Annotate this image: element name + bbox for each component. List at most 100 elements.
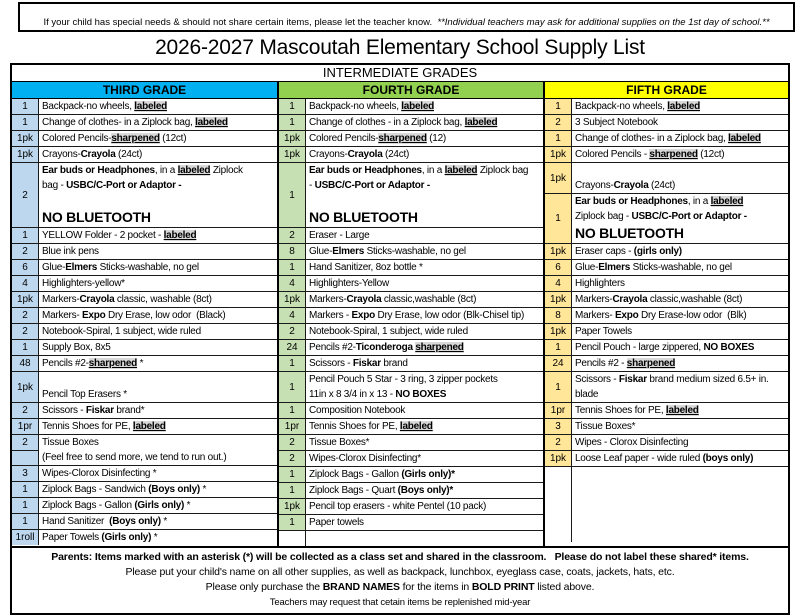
- description-line: [575, 497, 785, 512]
- supply-row: 1pk Loose Leaf paper - wide ruled (boys o…: [545, 450, 788, 466]
- quantity-cell: 4: [545, 275, 572, 291]
- supply-row: 8 Markers- Expo Dry Erase-low odor (Blk): [545, 307, 788, 323]
- description-line: [575, 467, 785, 482]
- description-line: NO BLUETOOTH: [42, 209, 151, 225]
- quantity-cell: 1: [545, 130, 572, 146]
- description-line: Markers- Expo Dry Erase-low odor (Blk): [575, 310, 747, 321]
- description-line: Markers - Expo Dry Erase, low odor (Blk-…: [309, 310, 525, 321]
- grade-header-third-grade: THIRD GRADE: [12, 82, 277, 98]
- grade-column-fourth-grade: 1 Backpack-no wheels, labeled 1 Change of c…: [277, 99, 543, 546]
- item-description: Backpack-no wheels, labeled: [572, 99, 788, 114]
- item-description: Blue ink pens: [39, 243, 277, 259]
- supply-row: 2 Tissue Boxes*: [279, 434, 543, 450]
- quantity-cell: 1pk: [12, 146, 39, 162]
- item-description: Highlighters-Yellow: [306, 275, 543, 291]
- item-description: Crayons-Crayola (24ct): [306, 146, 543, 162]
- quantity-cell: 1: [12, 227, 39, 243]
- grade-header-fifth-grade: FIFTH GRADE: [543, 82, 788, 98]
- quantity-cell: 2: [12, 434, 39, 450]
- supply-row: 1 Ear buds or Headphones, in a labeled Zi…: [279, 162, 543, 227]
- supply-row: 1 Pencil Pouch - large zippered, NO BOXES: [545, 339, 788, 355]
- description-line: (Feel free to send more, we tend to run …: [42, 452, 227, 463]
- supply-row: 1pk Crayons-Crayola (24ct): [279, 146, 543, 162]
- description-line: Ear buds or Headphones, in a labeled Zip…: [309, 165, 529, 176]
- item-description: Ziplock Bags - Gallon (Girls only)*: [306, 466, 543, 482]
- description-line: [309, 531, 540, 546]
- supply-row: 1pk Paper Towels: [545, 323, 788, 339]
- item-description: (Feel free to send more, we tend to run …: [39, 450, 277, 465]
- quantity-cell: 4: [279, 307, 306, 323]
- description-line: Ziplock Bags - Sandwich (Boys only) *: [42, 484, 207, 495]
- item-description: Crayons-Crayola (24ct): [39, 146, 277, 162]
- description-line: [575, 163, 785, 178]
- description-line: Pencil Pouch - large zippered, NO BOXES: [575, 342, 755, 353]
- supply-row: 1 Ziplock Bags - Sandwich (Boys only) *: [12, 481, 277, 497]
- description-line: Notebook-Spiral, 1 subject, wide ruled: [309, 326, 468, 337]
- item-description: Pencil Top Erasers *: [39, 371, 277, 402]
- quantity-cell: 1pk: [279, 498, 306, 514]
- quantity-cell: 2: [12, 243, 39, 259]
- description-line: Scissors - Fiskar brand medium sized 6.5…: [575, 374, 769, 385]
- notice-text: If your child has special needs & should…: [43, 17, 770, 28]
- supply-row: 2 Notebook-Spiral, 1 subject, wide ruled: [279, 323, 543, 339]
- description-line: YELLOW Folder - 2 pocket - labeled: [42, 230, 197, 241]
- supply-row: 1pk Crayons-Crayola (24ct): [545, 162, 788, 193]
- supply-row: 1 Backpack-no wheels, labeled: [279, 99, 543, 114]
- item-description: Composition Notebook: [306, 402, 543, 418]
- item-description: Paper towels: [306, 514, 543, 530]
- item-description: Pencil top erasers - white Pentel (10 pa…: [306, 498, 543, 514]
- description-line: Eraser - Large: [309, 230, 370, 241]
- supply-row: 1 Ear buds or Headphones, in a labeled Zip…: [545, 193, 788, 243]
- item-description: Wipes - Clorox Disinfecting: [572, 434, 788, 450]
- grade-column-fifth-grade: 1 Backpack-no wheels, labeled 2 3 Subject N…: [543, 99, 788, 546]
- quantity-cell: 3: [545, 418, 572, 434]
- supply-row: 1roll Paper Towels (Girls only) *: [12, 529, 277, 545]
- item-description: Glue-Elmers Sticks-washable, no gel: [306, 243, 543, 259]
- item-description: Highlighters-yellow*: [39, 275, 277, 291]
- quantity-cell: 1: [279, 114, 306, 130]
- description-line: Notebook-Spiral, 1 subject, wide ruled: [42, 326, 201, 337]
- supply-row: 1pk Colored Pencils-sharpened (12): [279, 130, 543, 146]
- quantity-cell: 8: [279, 243, 306, 259]
- supply-row: 1pk Colored Pencils-sharpened (12ct): [12, 130, 277, 146]
- description-line: Backpack-no wheels, labeled: [309, 101, 434, 112]
- item-description: Ziplock Bags - Quart (Boys only)*: [306, 482, 543, 498]
- supply-row: 48 Pencils #2-sharpened *: [12, 355, 277, 371]
- description-line: Pencils #2 - sharpened: [575, 358, 676, 369]
- quantity-cell: 1pr: [279, 418, 306, 434]
- quantity-cell: 1: [12, 497, 39, 513]
- quantity-cell: 1pk: [12, 371, 39, 402]
- description-line: [575, 512, 785, 527]
- item-description: Glue-Elmers Sticks-washable, no gel: [572, 259, 788, 275]
- item-description: Markers- Expo Dry Erase-low odor (Blk): [572, 307, 788, 323]
- quantity-cell: 2: [12, 162, 39, 227]
- supply-row: 1pr Tennis Shoes for PE, labeled: [279, 418, 543, 434]
- item-description: Backpack-no wheels, labeled: [39, 99, 277, 114]
- description-line: Tennis Shoes for PE, labeled: [309, 421, 433, 432]
- item-description: [306, 530, 543, 546]
- item-description: Crayons-Crayola (24ct): [572, 162, 788, 193]
- supply-row: 1 Ziplock Bags - Quart (Boys only)*: [279, 482, 543, 498]
- supply-row: 1pk Eraser caps - (girls only): [545, 243, 788, 259]
- description-line: Glue-Elmers Sticks-washable, no gel: [42, 262, 199, 273]
- description-line: [42, 372, 274, 387]
- item-description: Hand Sanitizer (Boys only) *: [39, 513, 277, 529]
- description-line: Ziplock bag - USBC/C-Port or Adaptor -: [575, 211, 747, 222]
- quantity-cell: 1roll: [12, 529, 39, 545]
- quantity-cell: 1: [545, 99, 572, 114]
- item-description: Ziplock Bags - Gallon (Girls only) *: [39, 497, 277, 513]
- quantity-cell: 24: [279, 339, 306, 355]
- description-line: 3 Subject Notebook: [575, 117, 658, 128]
- quantity-cell: 2: [279, 227, 306, 243]
- supply-row: 4 Highlighters-yellow*: [12, 275, 277, 291]
- item-description: Notebook-Spiral, 1 subject, wide ruled: [39, 323, 277, 339]
- item-description: Pencil Pouch - large zippered, NO BOXES: [572, 339, 788, 355]
- quantity-cell: 2: [545, 434, 572, 450]
- item-description: Markers-Crayola classic,washable (8ct): [572, 291, 788, 307]
- description-line: Wipes-Clorox Disinfecting*: [309, 453, 421, 464]
- supply-row: 1pk Pencil top erasers - white Pentel (10…: [279, 498, 543, 514]
- item-description: Pencils #2 - sharpened: [572, 355, 788, 371]
- grade-header-fourth-grade: FOURTH GRADE: [277, 82, 543, 98]
- supply-row: 2 Blue ink pens: [12, 243, 277, 259]
- description-line: Highlighters: [575, 278, 625, 289]
